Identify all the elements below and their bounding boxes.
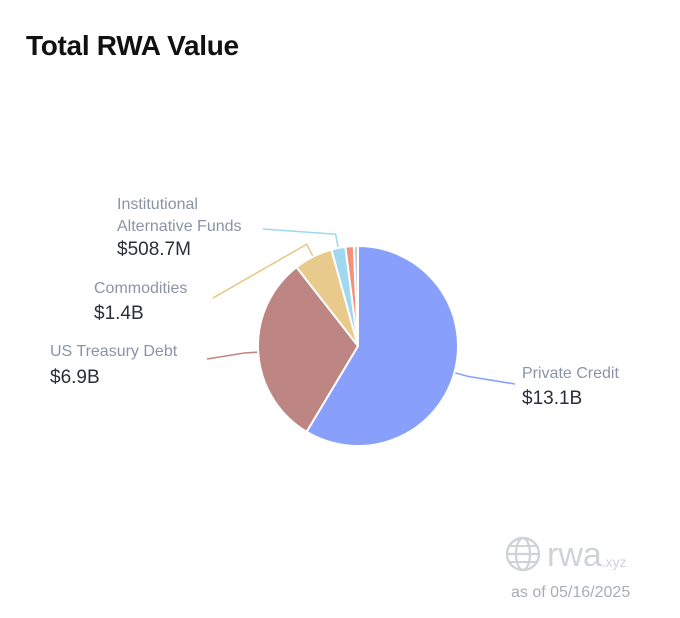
slice-label-us-treasury-debt: US Treasury Debt [50, 343, 178, 360]
leader-line-private-credit [455, 372, 516, 385]
brand-tld: .xyz [601, 554, 627, 570]
slice-label-private-credit: Private Credit [522, 365, 619, 382]
as-of-date: as of 05/16/2025 [511, 584, 631, 601]
slice-value-institutional-alternative-funds: $508.7M [117, 239, 191, 260]
slice-value-private-credit: $13.1B [522, 388, 583, 409]
brand-logo: rwa .xyz [505, 536, 627, 572]
leader-line-institutional-alternative-funds [262, 228, 339, 248]
pie-slice-private-credit[interactable] [305, 244, 459, 447]
globe-icon [505, 536, 541, 572]
leader-line-us-treasury-debt [206, 351, 258, 360]
slice-label-commodities: Commodities [94, 280, 188, 297]
slice-value-commodities: $1.4B [94, 303, 144, 324]
slice-label-institutional-alternative-funds-line2: Alternative Funds [117, 218, 242, 235]
slice-value-us-treasury-debt: $6.9B [50, 367, 100, 388]
brand-name: rwa [547, 536, 602, 574]
slice-label-institutional-alternative-funds-line1: Institutional [117, 196, 198, 213]
leader-line-commodities [212, 243, 314, 299]
chart-title: Total RWA Value [26, 30, 239, 61]
pie-slice-minor-5[interactable] [352, 244, 359, 347]
pie-slice-us-treasury-debt[interactable] [257, 265, 360, 434]
